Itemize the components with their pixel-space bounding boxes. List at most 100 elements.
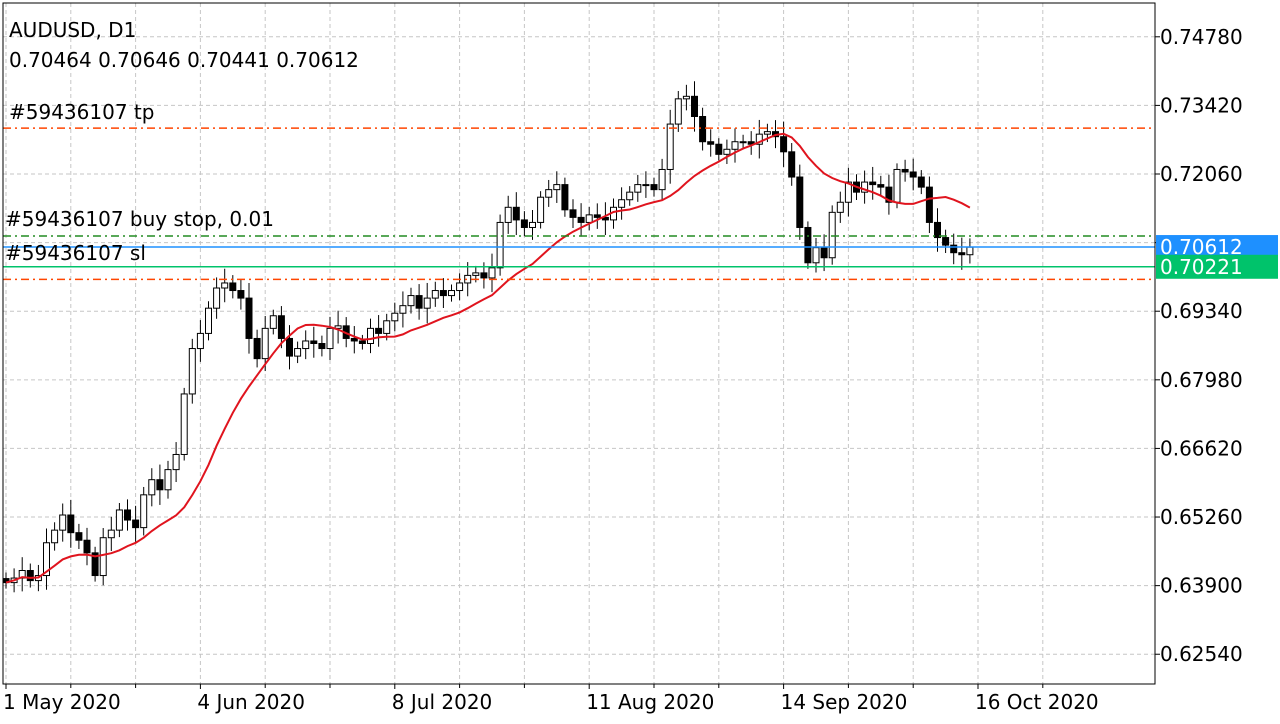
- candle-body: [820, 247, 828, 259]
- candle-body: [51, 529, 59, 544]
- candle-body: [593, 214, 601, 218]
- candle-body: [318, 343, 326, 350]
- candle-body: [553, 184, 561, 191]
- price-tick-label: 0.73420: [1160, 93, 1243, 117]
- candle-body: [164, 469, 172, 491]
- candle-body: [367, 327, 374, 345]
- candle-body: [439, 290, 447, 297]
- price-tick-label: 0.65260: [1160, 505, 1243, 529]
- candle-body: [942, 237, 950, 246]
- candle-body: [423, 297, 431, 309]
- candle-body: [124, 509, 131, 521]
- candle-body: [480, 272, 488, 279]
- grid: [3, 3, 1155, 684]
- candle-body: [520, 219, 528, 228]
- candle-body: [326, 327, 334, 350]
- candle-body: [958, 252, 966, 256]
- candle-body: [512, 206, 520, 221]
- candle-body: [83, 539, 91, 554]
- candle-body: [261, 327, 269, 360]
- candle-body: [739, 141, 747, 144]
- candle-body: [229, 282, 237, 292]
- price-tick-label: 0.62540: [1160, 642, 1243, 666]
- candle-body: [666, 123, 674, 170]
- candle-body: [472, 272, 480, 276]
- candle-body: [180, 393, 188, 455]
- buy-stop-order-label[interactable]: #59436107 buy stop, 0.01: [5, 207, 274, 231]
- candle-body: [358, 340, 366, 345]
- price-tag-box: [1156, 254, 1278, 279]
- candle-body: [601, 216, 609, 221]
- candle-body: [407, 295, 415, 307]
- candle-body: [634, 184, 642, 193]
- candle-body: [828, 211, 836, 259]
- candle-body: [286, 337, 293, 357]
- candle-body: [334, 325, 342, 329]
- candle-body: [99, 537, 107, 577]
- candle-body: [844, 181, 852, 203]
- candle-body: [699, 116, 707, 143]
- time-tick-label: 1 May 2020: [3, 690, 121, 714]
- price-tick-label: 0.67980: [1160, 368, 1243, 392]
- candle-body: [650, 184, 658, 191]
- candle-body: [156, 479, 164, 491]
- candle-body: [950, 244, 958, 254]
- candle-body: [788, 151, 796, 178]
- candle-body: [140, 494, 148, 529]
- candle-body: [755, 133, 763, 145]
- candle-body: [504, 206, 512, 223]
- candle-body: [188, 348, 196, 395]
- candle-body: [577, 216, 585, 223]
- tp-order-label[interactable]: #59436107 tp: [9, 100, 154, 124]
- candle-body: [658, 168, 666, 191]
- candle-body: [107, 529, 115, 539]
- candle-body: [885, 186, 893, 203]
- candle-body: [796, 176, 804, 228]
- ohlc-readout: 0.70464 0.70646 0.70441 0.70612: [9, 48, 359, 72]
- sl-order-label[interactable]: #59436107 sl: [5, 241, 146, 265]
- candle-body: [415, 295, 423, 309]
- candle-body: [618, 199, 626, 208]
- candle-body: [115, 509, 123, 531]
- price-tick-label: 0.72060: [1160, 162, 1243, 186]
- candle-body: [375, 327, 383, 334]
- candle-body: [561, 184, 569, 211]
- price-tick-label: 0.69340: [1160, 299, 1243, 323]
- candle-body: [537, 196, 545, 223]
- time-tick-label: 11 Aug 2020: [586, 690, 714, 714]
- candle-body: [836, 201, 844, 213]
- candle-body: [221, 282, 229, 289]
- candle-body: [213, 287, 221, 309]
- time-axis: 1 May 2020 4 Jun 2020 8 Jul 2020 11 Aug 202…: [3, 684, 1099, 714]
- candle-body: [148, 479, 156, 496]
- price-tag-label: 0.70221: [1160, 255, 1243, 279]
- candle-body: [869, 181, 877, 186]
- candle-body: [294, 348, 302, 357]
- order-levels: [3, 127, 1155, 281]
- candle-body: [75, 532, 83, 541]
- candle-body: [205, 307, 212, 334]
- time-tick-label: 16 Oct 2020: [975, 690, 1099, 714]
- candle-body: [763, 131, 771, 135]
- candle-body: [723, 148, 731, 155]
- moving-average: [5, 132, 971, 584]
- candle-body: [804, 226, 812, 264]
- candle-body: [172, 453, 180, 471]
- candle-body: [909, 171, 917, 178]
- candle-body: [350, 337, 358, 342]
- candle-body: [966, 246, 974, 256]
- candle-body: [302, 340, 310, 350]
- ma-line: [5, 132, 971, 584]
- candle-body: [861, 181, 869, 193]
- candle-body: [399, 305, 407, 314]
- candle-body: [383, 320, 391, 334]
- candle-body: [545, 189, 553, 198]
- candle-body: [245, 297, 253, 339]
- price-axis: 0.74780 0.73420 0.72060 0.69340 0.67980 0.666…: [1155, 25, 1243, 666]
- candle-body: [196, 332, 204, 350]
- candle-body: [464, 274, 472, 284]
